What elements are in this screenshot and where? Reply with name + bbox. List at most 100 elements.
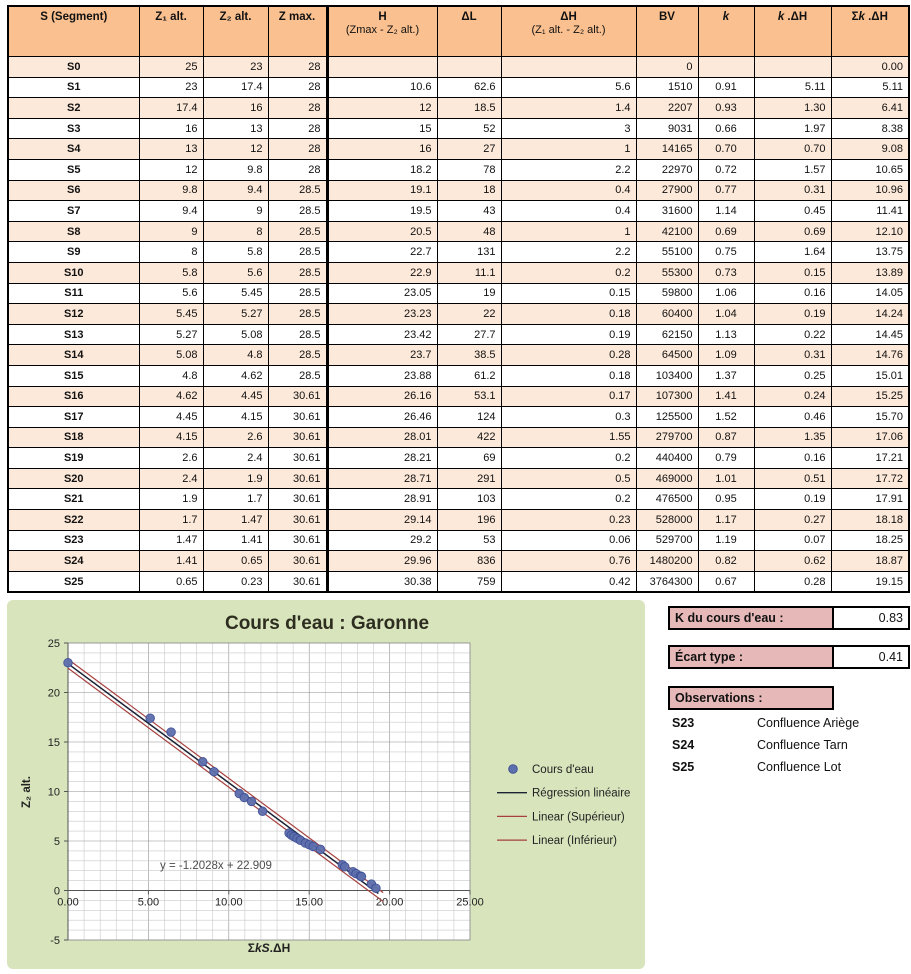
table-cell[interactable]: 28.21 [325,447,438,469]
table-cell[interactable]: 0.19 [753,488,832,511]
table-cell[interactable]: 1.41 [697,385,755,408]
segment-id-cell[interactable]: S7 [7,200,140,222]
table-cell[interactable]: 11.41 [830,200,910,222]
table-cell[interactable]: 1.41 [138,550,204,572]
table-cell[interactable]: 61.2 [436,364,502,387]
table-cell[interactable]: 2.4 [202,447,269,469]
table-cell[interactable]: 476500 [635,488,699,511]
table-cell[interactable]: 17.06 [830,426,910,449]
table-cell[interactable]: 17.4 [138,97,204,119]
table-cell[interactable]: 0.79 [697,447,755,469]
table-cell[interactable]: 27 [436,138,502,160]
table-cell[interactable]: 0.24 [753,385,832,408]
table-cell[interactable]: 18 [436,179,502,202]
table-cell[interactable]: 30.61 [267,467,328,490]
table-cell[interactable]: 23.05 [325,282,438,305]
table-cell[interactable]: 1.35 [753,426,832,449]
table-cell[interactable]: 38.5 [436,344,502,366]
table-cell[interactable]: 1.9 [138,488,204,511]
table-cell[interactable]: 0.31 [753,179,832,202]
table-cell[interactable]: 0.23 [500,509,637,531]
table-cell[interactable]: 2207 [635,97,699,119]
table-cell[interactable]: 28.5 [267,261,328,284]
table-cell[interactable]: 1.17 [697,509,755,531]
observation-row[interactable]: S23 Confluence Ariège [672,712,907,734]
table-cell[interactable] [697,56,755,78]
table-cell[interactable]: 0.73 [697,261,755,284]
table-cell[interactable]: 1.06 [697,282,755,305]
table-cell[interactable]: 28.71 [325,467,438,490]
table-cell[interactable]: 2.6 [138,447,204,469]
table-cell[interactable]: 19 [436,282,502,305]
table-cell[interactable]: 14165 [635,138,699,160]
k-cours-deau-label[interactable]: K du cours d'eau : [668,606,834,630]
table-cell[interactable]: 1.52 [697,406,755,428]
table-cell[interactable]: 1480200 [635,550,699,572]
table-cell[interactable]: 529700 [635,529,699,552]
segment-id-cell[interactable]: S1 [7,76,140,99]
table-cell[interactable]: 4.62 [138,385,204,408]
table-cell[interactable]: 291 [436,467,502,490]
chart-title[interactable]: Cours d'eau : Garonne [225,613,429,634]
table-cell[interactable]: 469000 [635,467,699,490]
table-cell[interactable]: 23.7 [325,344,438,366]
table-cell[interactable]: 0.28 [753,570,832,593]
table-cell[interactable]: 28.01 [325,426,438,449]
table-cell[interactable]: 28.5 [267,323,328,346]
table-cell[interactable]: 9.8 [202,158,269,181]
table-cell[interactable]: 1.37 [697,364,755,387]
table-cell[interactable]: 13 [138,138,204,160]
column-header[interactable]: ΔH (Z₁ alt. - Z₂ alt.) [500,5,637,57]
column-header[interactable]: Σk .ΔH [830,5,910,57]
table-cell[interactable]: 5.45 [138,303,204,325]
table-cell[interactable]: 17.4 [202,76,269,99]
segment-id-cell[interactable]: S20 [7,467,140,490]
table-cell[interactable]: 1.9 [202,467,269,490]
table-cell[interactable]: 31600 [635,200,699,222]
table-cell[interactable]: 1.30 [753,97,832,119]
table-cell[interactable]: 5.27 [202,303,269,325]
column-header[interactable]: H (Zmax - Z₂ alt.) [325,5,438,57]
segment-id-cell[interactable]: S16 [7,385,140,408]
table-cell[interactable]: 0.45 [753,200,832,222]
table-cell[interactable]: 69 [436,447,502,469]
table-cell[interactable]: 17.21 [830,447,910,469]
table-cell[interactable] [500,56,637,78]
table-cell[interactable]: 4.8 [202,344,269,366]
table-cell[interactable]: 28.5 [267,179,328,202]
table-cell[interactable]: 9031 [635,117,699,140]
table-cell[interactable]: 0.15 [500,282,637,305]
table-cell[interactable]: 1510 [635,76,699,99]
table-cell[interactable]: 0.07 [753,529,832,552]
table-cell[interactable]: 0.16 [753,282,832,305]
segment-id-cell[interactable]: S23 [7,529,140,552]
k-cours-deau-value[interactable]: 0.83 [834,606,910,630]
column-header[interactable]: Z₂ alt. [202,5,269,57]
table-cell[interactable]: 1.4 [500,97,637,119]
table-cell[interactable]: 11.1 [436,261,502,284]
table-cell[interactable] [325,56,438,78]
table-cell[interactable]: 0.4 [500,179,637,202]
table-cell[interactable]: 30.61 [267,509,328,531]
table-cell[interactable]: 0.00 [830,56,910,78]
table-cell[interactable]: 15.70 [830,406,910,428]
observation-row[interactable]: S25 Confluence Lot [672,756,907,778]
table-cell[interactable]: 8.38 [830,117,910,140]
table-cell[interactable]: 107300 [635,385,699,408]
table-cell[interactable]: 0.76 [500,550,637,572]
table-cell[interactable]: 53 [436,529,502,552]
table-cell[interactable]: 1.97 [753,117,832,140]
table-cell[interactable]: 0.2 [500,488,637,511]
table-cell[interactable]: 2.2 [500,241,637,263]
table-cell[interactable]: 1 [500,138,637,160]
table-cell[interactable]: 19.5 [325,200,438,222]
table-cell[interactable]: 0.70 [697,138,755,160]
segment-id-cell[interactable]: S5 [7,158,140,181]
table-cell[interactable]: 0.42 [500,570,637,593]
table-cell[interactable]: 1.19 [697,529,755,552]
table-cell[interactable]: 5.27 [138,323,204,346]
segment-id-cell[interactable]: S17 [7,406,140,428]
table-cell[interactable]: 17.72 [830,467,910,490]
table-cell[interactable]: 13.75 [830,241,910,263]
table-cell[interactable]: 0.69 [697,220,755,243]
